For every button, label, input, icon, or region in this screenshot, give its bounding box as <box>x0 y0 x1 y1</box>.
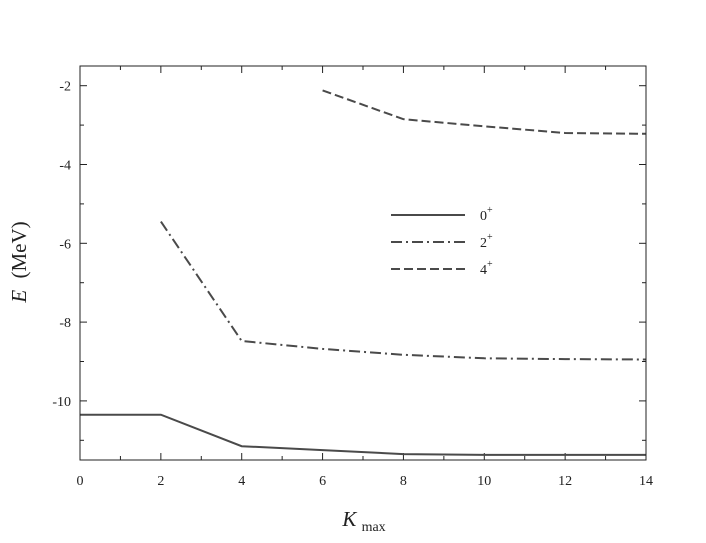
x-tick-label: 0 <box>77 474 84 489</box>
y-tick-label: -4 <box>59 159 71 174</box>
x-tick-label: 8 <box>400 474 407 489</box>
y-tick-label: -6 <box>59 237 71 252</box>
y-tick-label: -8 <box>59 316 71 331</box>
series-line-2plus <box>160 221 647 361</box>
series-line-0plus <box>80 413 646 456</box>
y-tick-label: -10 <box>52 395 71 410</box>
y-axis-symbol: E <box>7 290 31 304</box>
y-axis-label: E (MeV) <box>7 221 31 303</box>
y-tick-label: -2 <box>59 80 71 95</box>
x-tick-label: 10 <box>477 474 491 489</box>
legend-label: 4+ <box>480 259 493 278</box>
legend: 0+ 2+ 4+ <box>391 205 493 278</box>
plot-frame <box>79 65 647 461</box>
x-tick-label: 2 <box>157 474 164 489</box>
tick-labels: 0 2 4 6 8 10 12 14 -2 -4 -6 -8 -10 <box>52 80 653 489</box>
x-tick-label: 6 <box>319 474 326 489</box>
legend-label: 2+ <box>480 232 493 251</box>
axis-ticks <box>79 66 647 460</box>
y-axis-unit: (MeV) <box>7 221 31 278</box>
x-tick-label: 14 <box>639 474 653 489</box>
series-line-4plus <box>322 89 647 135</box>
x-axis-symbol: K <box>341 507 357 531</box>
x-tick-label: 12 <box>558 474 572 489</box>
legend-label: 0+ <box>480 205 493 224</box>
x-axis-subscript: max <box>362 520 386 535</box>
x-axis-label: K max <box>341 507 385 535</box>
series-lines <box>80 89 647 456</box>
x-tick-label: 4 <box>238 474 245 489</box>
